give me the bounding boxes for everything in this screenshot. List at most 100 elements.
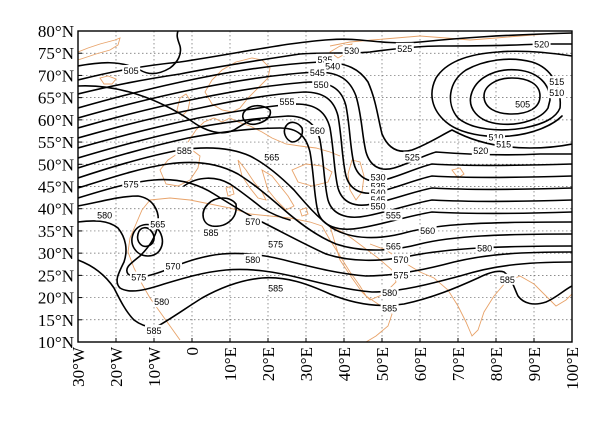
longitude-tick-label: 80°E [487,347,506,381]
contour-label-background [369,180,388,192]
coastline-western-europe [187,117,341,157]
contour-570 [78,178,572,262]
latitude-tick-label: 15°N [38,311,74,330]
contour-label: 560 [420,226,435,236]
contour-label-background [145,324,163,336]
contour-label-background [369,193,388,205]
longitude-tick-label: 10°W [145,346,164,387]
contour-label-background [308,124,327,136]
coastline-west-africa [127,199,181,341]
contour-label-background [392,269,410,281]
contour-label: 545 [310,68,325,78]
contour-label-background [487,131,505,143]
contour-label: 510 [549,88,564,98]
latitude-axis-labels: 10°N 15°N 20°N 25°N 30°N 35°N 40°N 45°N 50°N 55°N… [38,22,82,352]
contour-545 [78,103,572,206]
contour-label: 585 [268,284,283,294]
contour-label: 545 [371,195,386,205]
coastline-black-sea [291,163,333,187]
contour-north-a [78,32,572,81]
contour-label: 530 [344,46,359,56]
latitude-tick-label: 30°N [38,244,74,263]
longitude-tick-label: 20°W [107,346,126,387]
contour-560-closed [241,104,272,126]
contour-label-background [384,209,403,221]
contour-label-background [243,253,262,265]
contour-label: 505 [515,99,530,109]
contour-label: 505 [124,66,139,76]
contour-label: 520 [473,146,488,156]
contour-label-background [129,271,148,283]
contour-label-background [266,282,285,294]
latitude-tick-label: 35°N [38,222,74,241]
contour-north-b [78,43,572,95]
coastline-lakes [451,167,465,179]
latitude-tick-label: 40°N [38,200,74,219]
contour-label: 570 [165,261,180,271]
contour-label-background [498,273,517,285]
contour-label-background [148,218,167,230]
contour-565-closed-left [136,226,155,248]
contour-label: 555 [279,97,294,107]
coastline-north-africa [149,197,323,227]
contour-layer [78,31,572,328]
contour-label-background [395,42,414,54]
longitude-tick-label: 30°E [297,347,316,381]
contour-label-background [380,302,399,314]
contour-label: 585 [177,146,192,156]
contour-label-background [175,144,194,156]
contour-label-background [369,171,388,183]
coastline-balkans [261,169,295,211]
contour-label: 540 [325,62,340,72]
coastline-horn-africa [365,295,393,342]
coastline-italy [237,159,267,201]
contour-505-west [78,31,182,75]
latitude-tick-label: 75°N [38,44,74,63]
contour-530 [78,71,572,170]
contour-label: 565 [386,241,401,251]
contour-520 [431,50,572,138]
contour-570-closed-left [131,223,164,257]
contour-label: 580 [245,255,260,265]
contour-label: 525 [397,44,412,54]
contour-label: 515 [549,77,564,87]
contour-label-background [475,242,494,254]
latitude-tick-label: 45°N [38,178,74,197]
contour-label-background [262,151,281,163]
contour-510 [469,68,551,126]
coastline-scandinavia [204,57,271,113]
contour-label-background [278,96,296,108]
contour-label-background [266,238,285,250]
contour-label: 585 [500,275,515,285]
contour-label: 570 [245,217,260,227]
longitude-tick-label: 10°E [221,347,240,381]
latitude-tick-label: 60°N [38,111,74,130]
contour-label: 540 [371,188,386,198]
contour-label: 555 [386,210,401,220]
contour-585-south [157,270,572,327]
contour-540 [78,91,572,194]
contour-label-background [384,240,403,252]
longitude-tick-label: 0 [183,347,202,356]
contour-label: 535 [371,182,386,192]
contour-label-background [380,287,399,299]
contour-label: 510 [488,133,503,143]
coastline-mediterranean-islands [225,185,309,217]
latitude-tick-label: 55°N [38,133,74,152]
longitude-tick-label: 30°W [69,346,88,387]
contour-label: 570 [393,255,408,265]
contour-535 [78,81,572,182]
contour-505-low [483,77,541,115]
contour-label: 550 [371,201,386,211]
contour-515 [449,58,561,131]
contour-label-background [494,138,513,150]
contour-label-background [418,224,437,236]
contour-label: 575 [393,270,408,280]
contour-label-background [122,64,141,76]
contour-label: 575 [131,273,146,283]
latitude-tick-label: 70°N [38,66,74,85]
contour-565 [78,161,572,251]
longitude-tick-label: 100°E [563,347,582,390]
contour-585-north [78,85,261,134]
